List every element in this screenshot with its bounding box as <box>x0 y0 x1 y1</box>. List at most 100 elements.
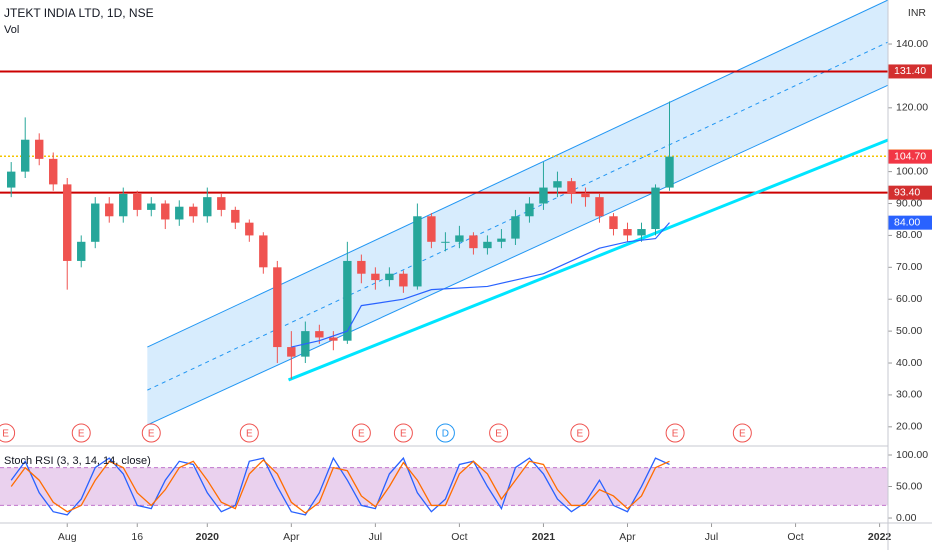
y-tick-label: 120.00 <box>896 102 928 114</box>
candle-body <box>595 197 604 217</box>
event-marker <box>71 423 91 443</box>
x-tick-label: 16 <box>131 531 143 543</box>
price-label-box <box>888 149 932 164</box>
candle-body <box>343 260 352 341</box>
event-marker <box>489 423 509 443</box>
average-line <box>291 222 670 348</box>
level-label-box <box>888 185 932 200</box>
price-label: 104.70 <box>894 150 926 162</box>
event-label: E <box>358 429 365 440</box>
candle-body <box>455 235 464 242</box>
candle-body <box>189 206 198 217</box>
y-tick-label: 20.00 <box>896 421 922 433</box>
candle-body <box>581 193 590 198</box>
candle-body <box>259 235 268 268</box>
event-marker <box>393 423 413 443</box>
channel-fill <box>147 0 888 425</box>
candle-body <box>105 203 114 217</box>
candle-body <box>497 238 506 242</box>
x-tick-label: 2022 <box>868 531 892 543</box>
event-label: E <box>577 429 584 440</box>
event-label: E <box>246 429 253 440</box>
y-tick-label: 30.00 <box>896 389 922 401</box>
trendline <box>287 138 889 382</box>
candle-body <box>245 222 254 236</box>
candle-body <box>385 273 394 281</box>
candle-body <box>217 197 226 210</box>
candle-body <box>63 184 72 261</box>
event-label: E <box>148 429 155 440</box>
event-marker <box>351 423 371 443</box>
candle-body <box>525 203 534 217</box>
price-label: 84.00 <box>894 216 920 228</box>
event-label: E <box>672 429 679 440</box>
x-tick-label: Oct <box>787 531 803 543</box>
event-label: E <box>739 429 746 440</box>
candle-body <box>7 171 16 188</box>
channel-lower <box>147 84 889 426</box>
event-marker <box>570 423 590 443</box>
candle-body <box>273 267 282 348</box>
candle-body <box>483 241 492 249</box>
candle-body <box>287 347 296 357</box>
candle-body <box>231 209 240 223</box>
candle-body <box>133 193 142 210</box>
candle-body <box>567 181 576 194</box>
candle-body <box>427 216 436 242</box>
candle-body <box>371 273 380 281</box>
y-tick-label: 100.00 <box>896 165 928 177</box>
currency: INR <box>908 7 927 19</box>
indicator-d <box>10 459 670 514</box>
candle-body <box>49 158 58 185</box>
candle-body <box>553 181 562 188</box>
y-tick-label: 50.00 <box>896 325 922 337</box>
y-tick-label: 40.00 <box>896 357 922 369</box>
y-tick-label: 140.00 <box>896 38 928 50</box>
candle-body <box>651 187 660 230</box>
candle-body <box>623 229 632 236</box>
candle-body <box>21 139 30 172</box>
level-label: 131.40 <box>894 65 926 77</box>
y-tick-label: 80.00 <box>896 229 922 241</box>
candle-body <box>413 216 422 287</box>
event-label: E <box>78 429 85 440</box>
event-marker <box>435 423 455 443</box>
candle-body <box>119 193 128 217</box>
x-tick-label: Jul <box>705 531 718 543</box>
event-marker <box>141 423 161 443</box>
candle-body <box>91 203 100 242</box>
candle-body <box>357 260 366 274</box>
candle-body <box>539 187 548 204</box>
candle-body <box>511 216 520 239</box>
level-label-box <box>888 64 932 79</box>
candle-body <box>399 273 408 287</box>
indicator-tick-label: 100.00 <box>896 449 928 461</box>
y-tick-label: 60.00 <box>896 293 922 305</box>
x-tick-label: Oct <box>451 531 467 543</box>
event-label: E <box>400 429 407 440</box>
price-label-box <box>888 215 932 230</box>
x-tick-label: Jul <box>369 531 382 543</box>
event-label: E <box>495 429 502 440</box>
indicator-tick-label: 0.00 <box>896 512 917 524</box>
y-tick-label: 90.00 <box>896 197 922 209</box>
candle-body <box>35 139 44 159</box>
candle-body <box>441 241 450 243</box>
candle-body <box>315 331 324 338</box>
candle-body <box>77 241 86 261</box>
channel-upper <box>147 0 889 348</box>
volume-label: Vol <box>4 24 19 36</box>
x-tick-label: Aug <box>58 531 77 543</box>
candle-body <box>329 337 338 341</box>
x-tick-label: Apr <box>619 531 636 543</box>
candle-body <box>203 197 212 217</box>
indicator-title: Stoch RSI (3, 3, 14, 14, close) <box>4 455 151 467</box>
candle-body <box>469 235 478 249</box>
candle-body <box>637 229 646 236</box>
candle-body <box>609 216 618 230</box>
x-tick-label: 2020 <box>196 531 220 543</box>
level-label: 93.40 <box>894 186 920 198</box>
x-tick-label: Apr <box>283 531 300 543</box>
